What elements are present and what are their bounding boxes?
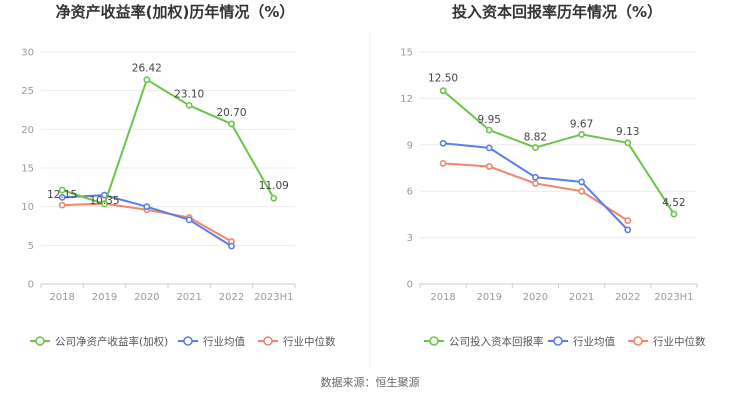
data-point bbox=[58, 193, 66, 201]
y-tick-label: 0 bbox=[28, 280, 34, 291]
x-tick-label: 2018 bbox=[430, 292, 455, 303]
y-tick-label: 5 bbox=[28, 241, 34, 252]
data-point bbox=[101, 200, 108, 208]
legend-marker bbox=[183, 336, 193, 346]
chart-panel-2: 投入资本回报率历年情况（%） 0 3 6 9 12 15 2018 2019 2020 2021 20… bbox=[400, 3, 706, 348]
legend-label: 行业均值 bbox=[203, 335, 245, 348]
x-tick-label: 2018 bbox=[49, 292, 74, 303]
legend-industry-average: 行业均值 bbox=[178, 335, 245, 348]
x-tick-label: 2019 bbox=[477, 292, 502, 303]
y-tick-label: 6 bbox=[407, 187, 413, 198]
data-point bbox=[439, 87, 447, 95]
data-point bbox=[228, 242, 235, 250]
legend-label: 公司净资产收益率(加权) bbox=[55, 335, 168, 348]
data-label: 9.13 bbox=[616, 126, 639, 138]
legend-marker bbox=[633, 336, 643, 346]
legend-marker bbox=[263, 336, 273, 346]
data-label: 4.52 bbox=[662, 197, 685, 209]
x-tick-label: 2022 bbox=[615, 292, 640, 303]
data-point bbox=[532, 180, 539, 187]
data-point bbox=[624, 217, 632, 224]
series-line bbox=[442, 89, 675, 215]
y-tick-label: 20 bbox=[21, 125, 34, 136]
data-point bbox=[228, 120, 235, 128]
legend-company-roe: 公司净资产收益率(加权) bbox=[30, 335, 168, 348]
y-tick-label: 0 bbox=[407, 280, 413, 291]
legend-industry-average: 行业均值 bbox=[548, 335, 615, 348]
data-label: 11.09 bbox=[259, 180, 289, 192]
data-point bbox=[58, 186, 66, 194]
legend-label: 行业中位数 bbox=[283, 335, 336, 348]
data-point bbox=[143, 203, 151, 211]
y-tick-label: 15 bbox=[400, 48, 413, 59]
data-point bbox=[578, 187, 585, 195]
y-tick-label: 3 bbox=[407, 233, 413, 244]
data-label: 20.70 bbox=[216, 107, 246, 119]
data-label: 26.42 bbox=[132, 63, 162, 75]
data-point bbox=[58, 201, 66, 209]
x-tick-label: 2021 bbox=[569, 292, 594, 303]
data-source-note: 数据来源：恒生聚源 bbox=[321, 375, 420, 389]
legend-marker bbox=[35, 336, 45, 346]
data-point bbox=[439, 139, 447, 147]
y-tick-label: 15 bbox=[21, 164, 34, 175]
data-point bbox=[578, 178, 585, 186]
data-label: 8.82 bbox=[524, 132, 547, 144]
x-tick-label: 2020 bbox=[134, 292, 159, 303]
data-point bbox=[624, 139, 632, 147]
chart-title: 投入资本回报率历年情况（%） bbox=[452, 3, 662, 21]
data-label: 23.10 bbox=[174, 88, 204, 100]
data-label: 10.35 bbox=[89, 195, 119, 207]
data-point bbox=[439, 159, 447, 167]
series-line bbox=[443, 162, 629, 222]
data-point bbox=[578, 131, 585, 138]
y-tick-label: 25 bbox=[21, 86, 34, 97]
data-point bbox=[532, 144, 539, 151]
chart-title: 净资产收益率(加权)历年情况（%） bbox=[56, 3, 295, 21]
data-point bbox=[143, 76, 151, 84]
data-label: 9.67 bbox=[570, 118, 593, 130]
y-tick-label: 12 bbox=[400, 94, 413, 105]
x-tick-label: 2019 bbox=[92, 292, 117, 303]
series-line bbox=[61, 78, 275, 205]
data-label: 9.95 bbox=[478, 114, 501, 126]
y-tick-label: 10 bbox=[21, 202, 34, 213]
data-point bbox=[485, 126, 493, 134]
y-tick-label: 30 bbox=[21, 48, 34, 59]
data-point bbox=[185, 101, 193, 109]
x-tick-label: 2021 bbox=[176, 292, 201, 303]
data-point bbox=[532, 173, 539, 181]
x-tick-label: 2023H1 bbox=[254, 292, 293, 303]
legend-label: 行业均值 bbox=[573, 335, 615, 348]
data-point bbox=[624, 226, 632, 234]
chart-panel-1: 净资产收益率(加权)历年情况（%） 0 5 10 15 20 25 30 2018 2019 202… bbox=[21, 3, 336, 348]
legend-industry-median: 行业中位数 bbox=[628, 335, 706, 348]
data-point bbox=[670, 210, 678, 218]
data-point bbox=[270, 194, 278, 202]
data-label: 12.50 bbox=[428, 73, 458, 85]
data-point bbox=[485, 144, 493, 152]
y-tick-label: 9 bbox=[407, 140, 413, 151]
legend-label: 行业中位数 bbox=[653, 335, 706, 348]
data-point bbox=[185, 216, 193, 224]
legend-company-roic: 公司投入资本回报率 bbox=[424, 335, 544, 348]
legend-marker bbox=[429, 336, 439, 346]
legend-label: 公司投入资本回报率 bbox=[449, 335, 544, 348]
x-tick-label: 2023H1 bbox=[654, 292, 693, 303]
data-point bbox=[485, 163, 493, 170]
series-line bbox=[62, 194, 233, 247]
legend-industry-median: 行业中位数 bbox=[258, 335, 336, 348]
legend-marker bbox=[553, 336, 563, 346]
data-label: 12.15 bbox=[47, 189, 77, 201]
x-tick-label: 2022 bbox=[219, 292, 244, 303]
x-tick-label: 2020 bbox=[523, 292, 548, 303]
